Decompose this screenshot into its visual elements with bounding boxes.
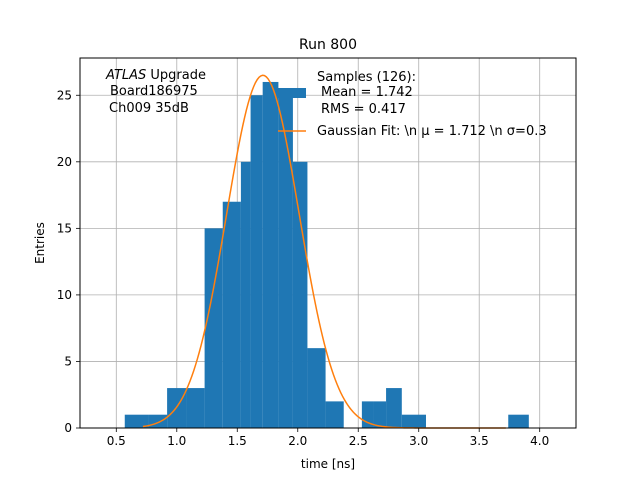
x-tick-label: 2.0 bbox=[288, 434, 307, 448]
y-tick-label: 15 bbox=[57, 221, 72, 235]
histogram-bar bbox=[262, 81, 279, 428]
y-tick-label: 20 bbox=[57, 155, 72, 169]
y-tick-label: 0 bbox=[64, 421, 72, 435]
chart-title: Run 800 bbox=[299, 37, 357, 53]
x-tick-label: 1.0 bbox=[167, 434, 186, 448]
histogram-bar bbox=[124, 414, 149, 428]
histogram-bar bbox=[278, 95, 293, 429]
y-tick-label: 10 bbox=[57, 288, 72, 302]
histogram-bar bbox=[186, 388, 205, 428]
legend-histogram-swatch bbox=[278, 88, 306, 98]
y-axis-ticks: 0 5 10 15 20 25 bbox=[57, 88, 80, 435]
legend-fit-label: Gaussian Fit: \n μ = 1.712 \n σ=0.3 bbox=[317, 124, 547, 139]
histogram-bar bbox=[373, 401, 387, 428]
y-tick-label: 25 bbox=[57, 88, 72, 102]
histogram-bar bbox=[325, 401, 344, 428]
x-tick-label: 3.0 bbox=[409, 434, 428, 448]
histogram-bar bbox=[307, 348, 326, 428]
legend: Samples (126): Mean = 1.742 RMS = 0.417 … bbox=[278, 70, 547, 139]
annotation-channel: Ch009 35dB bbox=[109, 101, 189, 116]
annotation-line-1: ATLAS Upgrade bbox=[105, 68, 206, 83]
legend-histogram-line-1: Samples (126): bbox=[317, 70, 416, 85]
x-tick-label: 2.5 bbox=[349, 434, 368, 448]
histogram-bar bbox=[508, 414, 529, 428]
histogram-bar bbox=[250, 95, 263, 429]
annotation-atlas: ATLAS bbox=[105, 68, 146, 83]
x-axis-label: time [ns] bbox=[301, 457, 355, 471]
axes-frame bbox=[79, 57, 577, 429]
histogram-bar bbox=[204, 228, 223, 428]
histogram-bar bbox=[386, 388, 402, 428]
atlas-annotation: ATLAS Upgrade Board186975 Ch009 35dB bbox=[105, 68, 206, 116]
y-axis-label: Entries bbox=[33, 222, 47, 264]
histogram-bar bbox=[148, 414, 168, 428]
x-tick-label: 4.0 bbox=[530, 434, 549, 448]
legend-histogram-line-2: Mean = 1.742 bbox=[321, 85, 413, 100]
histogram-bar bbox=[240, 161, 251, 429]
histogram-bar bbox=[401, 414, 426, 428]
histogram-bar bbox=[222, 201, 241, 428]
x-tick-label: 0.5 bbox=[107, 434, 126, 448]
annotation-board: Board186975 bbox=[110, 84, 198, 99]
y-tick-label: 5 bbox=[64, 354, 72, 368]
legend-histogram-line-3: RMS = 0.417 bbox=[321, 102, 406, 117]
x-axis-ticks: 0.5 1.0 1.5 2.0 2.5 3.0 3.5 4.0 bbox=[107, 428, 549, 448]
histogram-bars bbox=[124, 81, 529, 429]
annotation-upgrade: Upgrade bbox=[146, 68, 206, 83]
x-tick-label: 3.5 bbox=[470, 434, 489, 448]
histogram-bar bbox=[292, 161, 308, 429]
x-tick-label: 1.5 bbox=[228, 434, 247, 448]
